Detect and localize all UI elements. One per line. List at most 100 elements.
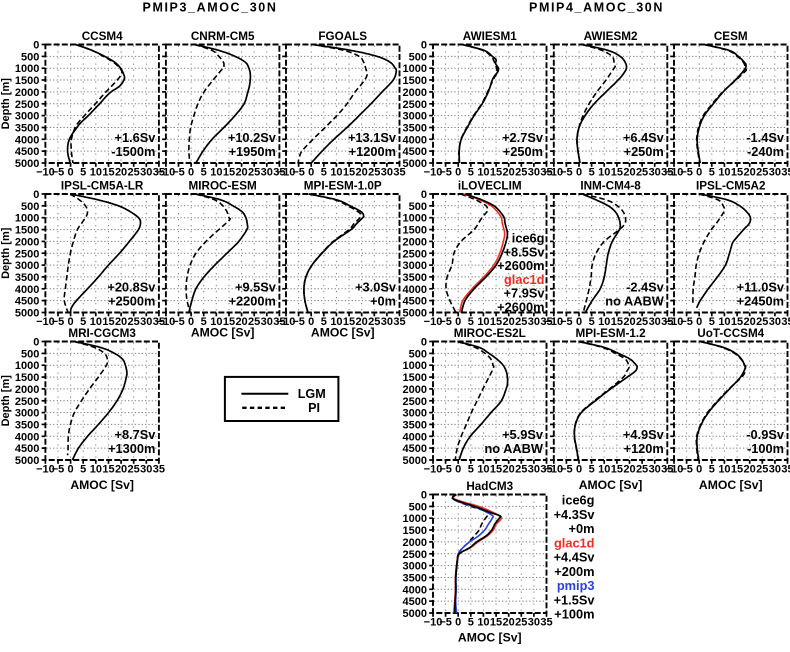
svg-text:4000: 4000 <box>15 134 39 146</box>
svg-text:10: 10 <box>598 166 610 178</box>
svg-text:15: 15 <box>223 166 235 178</box>
svg-text:+13.1Sv: +13.1Sv <box>348 130 397 145</box>
svg-text:5: 5 <box>321 166 327 178</box>
svg-text:−5: −5 <box>439 463 452 475</box>
svg-text:MIROC-ES2L: MIROC-ES2L <box>454 327 526 340</box>
svg-text:5: 5 <box>468 463 474 475</box>
svg-text:−10: −10 <box>665 316 684 328</box>
svg-text:0: 0 <box>696 463 702 475</box>
svg-text:4500: 4500 <box>403 596 427 608</box>
svg-text:30: 30 <box>769 166 781 178</box>
svg-text:1000: 1000 <box>15 213 39 225</box>
svg-text:10: 10 <box>210 316 222 328</box>
svg-text:5: 5 <box>80 463 86 475</box>
svg-text:−10: −10 <box>544 166 563 178</box>
svg-text:4000: 4000 <box>15 431 39 443</box>
svg-text:ice6g: ice6g <box>512 231 545 246</box>
svg-text:+1950m: +1950m <box>229 144 276 159</box>
svg-text:15: 15 <box>490 166 502 178</box>
svg-text:0: 0 <box>421 337 427 349</box>
svg-text:−10: −10 <box>36 166 55 178</box>
svg-text:25: 25 <box>128 166 140 178</box>
svg-text:1000: 1000 <box>15 63 39 75</box>
svg-text:25: 25 <box>756 463 768 475</box>
svg-text:5000: 5000 <box>403 308 427 320</box>
svg-text:+0m: +0m <box>569 521 595 536</box>
svg-text:20: 20 <box>115 166 127 178</box>
svg-text:+3.0Sv: +3.0Sv <box>355 280 397 295</box>
svg-text:AMOC [Sv]: AMOC [Sv] <box>191 326 255 340</box>
svg-text:15: 15 <box>490 463 502 475</box>
svg-text:0: 0 <box>421 189 427 201</box>
svg-text:35: 35 <box>661 463 673 475</box>
svg-text:-1500m: -1500m <box>111 144 155 159</box>
svg-text:Depth [m]: Depth [m] <box>0 78 12 130</box>
svg-text:-240m: -240m <box>747 144 784 159</box>
svg-text:10: 10 <box>477 616 489 628</box>
svg-text:25: 25 <box>128 463 140 475</box>
svg-text:+1.5Sv: +1.5Sv <box>554 592 596 607</box>
svg-text:10: 10 <box>90 316 102 328</box>
svg-text:iLOVECLIM: iLOVECLIM <box>458 180 522 193</box>
svg-text:3000: 3000 <box>403 111 427 123</box>
svg-text:4500: 4500 <box>15 443 39 455</box>
svg-text:0: 0 <box>308 166 314 178</box>
svg-text:30: 30 <box>769 316 781 328</box>
svg-text:+0m: +0m <box>370 294 396 309</box>
svg-text:+1300m: +1300m <box>108 441 155 456</box>
svg-text:25: 25 <box>756 166 768 178</box>
svg-text:1500: 1500 <box>15 372 39 384</box>
svg-text:3500: 3500 <box>403 272 427 284</box>
svg-text:−5: −5 <box>680 463 693 475</box>
svg-text:−5: −5 <box>560 316 573 328</box>
svg-text:25: 25 <box>515 616 527 628</box>
svg-text:25: 25 <box>515 463 527 475</box>
svg-text:500: 500 <box>21 201 39 213</box>
svg-text:5: 5 <box>80 166 86 178</box>
svg-text:35: 35 <box>393 166 405 178</box>
svg-text:1500: 1500 <box>15 75 39 87</box>
svg-text:35: 35 <box>540 616 552 628</box>
svg-text:20: 20 <box>744 316 756 328</box>
svg-text:3000: 3000 <box>403 260 427 272</box>
svg-text:no AABW: no AABW <box>605 294 664 309</box>
svg-text:2000: 2000 <box>403 384 427 396</box>
svg-text:15: 15 <box>731 166 743 178</box>
svg-text:30: 30 <box>261 166 273 178</box>
svg-text:−5: −5 <box>172 166 185 178</box>
svg-text:0: 0 <box>188 166 194 178</box>
svg-text:10: 10 <box>330 166 342 178</box>
svg-text:20: 20 <box>503 166 515 178</box>
svg-text:20: 20 <box>623 316 635 328</box>
svg-text:5: 5 <box>589 316 595 328</box>
svg-text:0: 0 <box>68 463 74 475</box>
svg-text:−10: −10 <box>424 463 443 475</box>
svg-text:0: 0 <box>33 189 39 201</box>
svg-text:−10: −10 <box>157 316 176 328</box>
svg-text:IPSL-CM5A2: IPSL-CM5A2 <box>696 180 766 193</box>
svg-text:+2200m: +2200m <box>229 294 276 309</box>
svg-text:+11.0Sv: +11.0Sv <box>737 280 785 295</box>
svg-text:−5: −5 <box>439 316 452 328</box>
svg-text:4000: 4000 <box>403 431 427 443</box>
svg-text:500: 500 <box>409 51 427 63</box>
svg-text:PMIP4_AMOC_30N: PMIP4_AMOC_30N <box>529 0 664 14</box>
svg-text:AMOC [Sv]: AMOC [Sv] <box>699 478 763 492</box>
svg-text:5000: 5000 <box>15 158 39 170</box>
svg-text:2000: 2000 <box>403 87 427 99</box>
svg-text:5: 5 <box>201 166 207 178</box>
svg-text:+10.2Sv: +10.2Sv <box>228 130 277 145</box>
svg-text:+9.5Sv: +9.5Sv <box>235 280 277 295</box>
svg-text:20: 20 <box>356 316 368 328</box>
svg-text:30: 30 <box>769 463 781 475</box>
svg-text:0: 0 <box>455 166 461 178</box>
svg-text:AWIESM2: AWIESM2 <box>584 30 638 43</box>
svg-text:35: 35 <box>153 463 165 475</box>
svg-text:15: 15 <box>223 316 235 328</box>
svg-text:4000: 4000 <box>15 284 39 296</box>
svg-text:1500: 1500 <box>403 372 427 384</box>
svg-text:−5: −5 <box>680 166 693 178</box>
svg-text:5000: 5000 <box>403 455 427 467</box>
svg-text:2500: 2500 <box>403 396 427 408</box>
svg-text:4000: 4000 <box>403 284 427 296</box>
